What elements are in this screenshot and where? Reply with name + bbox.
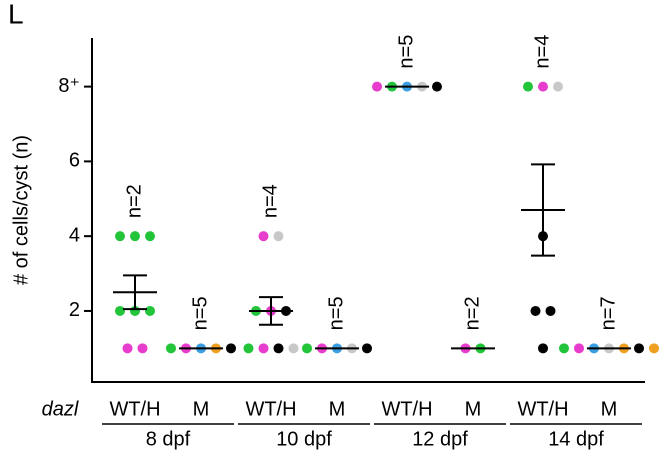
data-point bbox=[538, 81, 548, 92]
data-point bbox=[243, 343, 254, 354]
data-point bbox=[258, 343, 269, 354]
genotype-label: WT/H bbox=[245, 398, 296, 420]
n-label: n=5 bbox=[395, 35, 417, 69]
genotype-label: M bbox=[329, 398, 346, 420]
data-point bbox=[137, 343, 148, 354]
data-point bbox=[362, 343, 372, 354]
data-point bbox=[574, 343, 584, 354]
y-axis-label: # of cells/cyst (n) bbox=[10, 135, 32, 285]
n-label: n=5 bbox=[189, 296, 211, 330]
group-label: 10 dpf bbox=[276, 428, 332, 450]
n-label: n=2 bbox=[123, 184, 145, 218]
data-point bbox=[145, 305, 155, 316]
data-point bbox=[634, 343, 644, 354]
panel-label: L bbox=[8, 0, 24, 29]
n-label: n=5 bbox=[325, 296, 347, 330]
data-point bbox=[166, 343, 176, 354]
data-point bbox=[115, 305, 125, 316]
data-point bbox=[288, 343, 299, 354]
y-tick-label: 8⁺ bbox=[58, 75, 80, 97]
group-label: 14 dpf bbox=[548, 428, 604, 450]
data-point bbox=[145, 231, 155, 242]
n-label: n=7 bbox=[597, 296, 619, 330]
data-point bbox=[226, 343, 236, 354]
y-tick-label: 6 bbox=[69, 150, 80, 172]
group-label: 12 dpf bbox=[412, 428, 468, 450]
data-point bbox=[273, 231, 284, 242]
data-point bbox=[649, 343, 659, 354]
group-label: 8 dpf bbox=[146, 428, 191, 450]
genotype-label: M bbox=[465, 398, 482, 420]
data-point bbox=[273, 343, 284, 354]
n-label: n=4 bbox=[259, 184, 281, 218]
data-point bbox=[258, 231, 269, 242]
data-point bbox=[372, 81, 382, 92]
genotype-label: M bbox=[193, 398, 210, 420]
data-point bbox=[115, 231, 125, 242]
data-point bbox=[530, 305, 541, 316]
data-point bbox=[130, 231, 140, 242]
x-prefix: dazl bbox=[42, 398, 79, 420]
data-point bbox=[302, 343, 312, 354]
genotype-label: WT/H bbox=[517, 398, 568, 420]
genotype-label: WT/H bbox=[109, 398, 160, 420]
data-point bbox=[553, 81, 563, 92]
genotype-label: WT/H bbox=[381, 398, 432, 420]
data-point bbox=[432, 81, 442, 92]
data-point bbox=[538, 343, 548, 354]
data-point bbox=[122, 343, 133, 354]
data-point bbox=[559, 343, 569, 354]
y-tick-label: 2 bbox=[69, 299, 80, 321]
data-point bbox=[523, 81, 533, 92]
data-point bbox=[545, 305, 556, 316]
genotype-label: M bbox=[601, 398, 618, 420]
y-tick-label: 4 bbox=[69, 224, 80, 246]
n-label: n=4 bbox=[531, 35, 553, 69]
n-label: n=2 bbox=[461, 296, 483, 330]
